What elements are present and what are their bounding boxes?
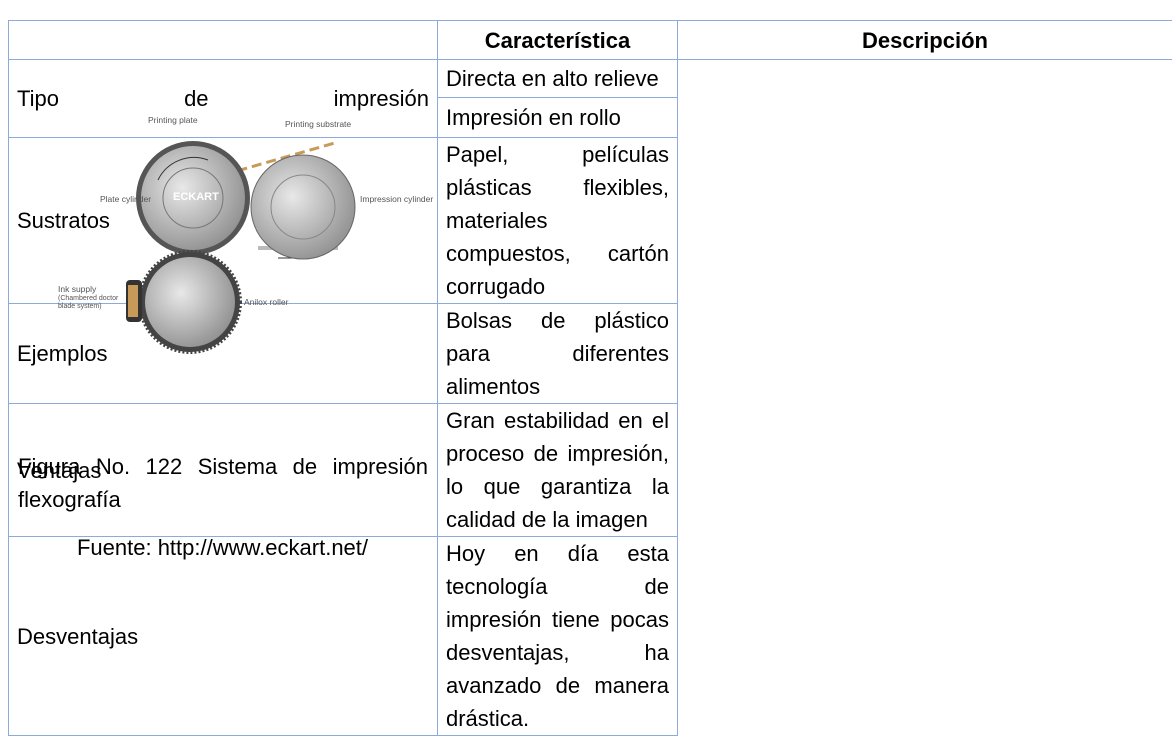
figure-label: blade system) bbox=[58, 303, 102, 310]
description-cell: Bolsas de plástico para diferentes alime… bbox=[438, 304, 678, 404]
figure-label: Anilox roller bbox=[244, 297, 289, 307]
anilox-roller bbox=[140, 252, 240, 352]
description-cell: Impresión en rollo bbox=[438, 98, 678, 138]
description-cell: Hoy en día esta tecnología de impresión … bbox=[438, 537, 678, 736]
figure-label: (Chambered doctor bbox=[58, 295, 119, 302]
figure-caption: Figura No. 122 Sistema de impresión flex… bbox=[18, 450, 428, 516]
header-cell: Descripción bbox=[678, 21, 1172, 60]
feature-cell: Desventajas bbox=[9, 537, 438, 736]
impression-cylinder bbox=[251, 155, 355, 259]
description-cell: Directa en alto relieve bbox=[438, 60, 678, 98]
description-cell: Papel, películas plásticas flexibles, ma… bbox=[438, 138, 678, 304]
figure-cell bbox=[9, 21, 438, 60]
figure-label: Plate cylinder bbox=[100, 194, 151, 204]
header-cell: Característica bbox=[438, 21, 678, 60]
figure-source: Fuente: http://www.eckart.net/ bbox=[8, 535, 437, 561]
figure-label: Printing plate bbox=[148, 115, 198, 125]
figure-label: Printing substrate bbox=[285, 119, 351, 129]
description-cell: Gran estabilidad en el proceso de impres… bbox=[438, 404, 678, 537]
figure-label: Ink supply bbox=[58, 284, 97, 294]
ink-supply bbox=[128, 285, 138, 317]
header-row: Característica Descripción bbox=[9, 21, 1172, 60]
page: Característica Descripción Tipo de impre… bbox=[0, 0, 1172, 590]
figure-label: Impression cylinder bbox=[360, 194, 433, 204]
figure-label: ECKART bbox=[173, 191, 219, 203]
figure: ECKART Printing plate Printing substrate… bbox=[8, 80, 437, 380]
